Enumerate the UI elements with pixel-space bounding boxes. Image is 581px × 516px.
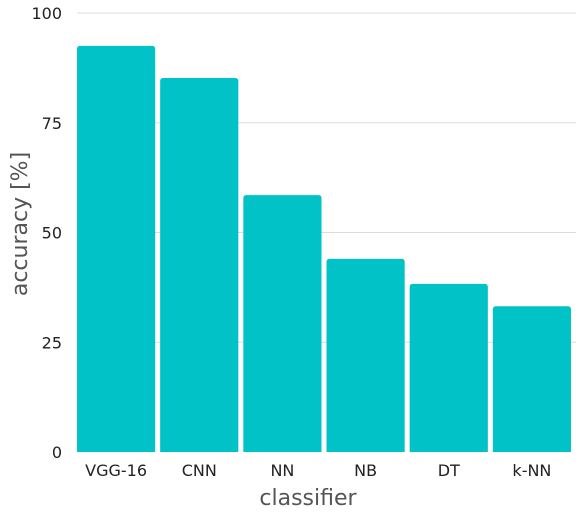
x-tick-label: CNN — [182, 461, 217, 480]
y-tick-label: 25 — [42, 333, 62, 352]
x-tick-labels: VGG-16 CNN NN NB DT k-NN — [85, 461, 551, 480]
bar-nb — [326, 258, 405, 452]
y-tick-label: 50 — [42, 224, 62, 243]
x-tick-label: NN — [270, 461, 294, 480]
bar-k-nn — [492, 306, 571, 452]
x-tick-label: VGG-16 — [85, 461, 147, 480]
bar-dt — [409, 283, 488, 452]
x-tick-label: k-NN — [512, 461, 551, 480]
y-tick-label: 100 — [31, 4, 62, 23]
bar-nn — [243, 195, 322, 452]
x-axis-title: classifier — [259, 486, 357, 511]
bar-cnn — [160, 77, 239, 453]
y-tick-labels: 0 25 50 75 100 — [31, 4, 62, 462]
bar-vgg-16 — [77, 45, 156, 453]
x-tick-label: DT — [438, 461, 460, 480]
y-axis-title: accuracy [%] — [8, 152, 33, 296]
bars — [77, 45, 571, 453]
y-tick-label: 0 — [52, 443, 62, 462]
x-tick-label: NB — [354, 461, 377, 480]
y-tick-label: 75 — [42, 114, 62, 133]
